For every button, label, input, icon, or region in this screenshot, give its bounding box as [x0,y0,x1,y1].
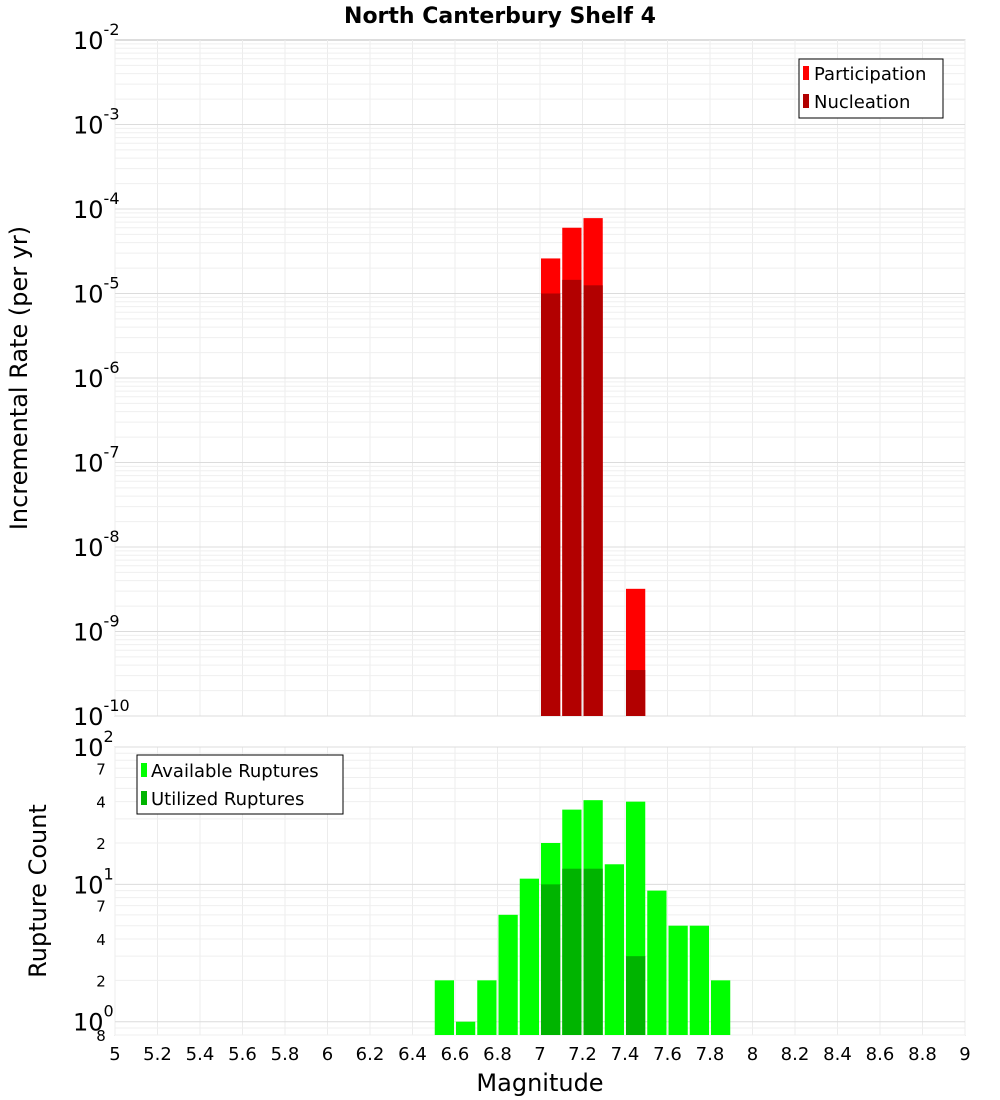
nucleation-legend-label: Nucleation [814,92,910,113]
x-tick-label: 7.6 [653,1044,682,1065]
x-tick-label: 7.8 [696,1044,725,1065]
count-series-0-bar [434,980,454,1035]
rate-y-ticks: 10-10 10-9 10-8 10-7 10-6 10-5 10-4 10-3 10-2 [73,20,130,731]
x-tick-label: 5.4 [186,1044,215,1065]
rate-legend: Participation Nucleation [798,58,944,119]
count-series-0-bar [519,878,539,1035]
x-tick-label: 8.4 [823,1044,852,1065]
x-tick-label: 6.6 [441,1044,470,1065]
x-tick-label: 5.6 [228,1044,257,1065]
rate-legend-box [798,58,944,119]
x-tick-label: 8 [747,1044,758,1065]
x-tick-label: 6.4 [398,1044,427,1065]
count-series-1-bar [626,956,646,1035]
count-y-minor-tick-label: 2 [96,972,106,990]
count-y-tick-label: 102 [73,727,114,762]
rate-y-tick-label: 10-4 [73,189,120,224]
x-axis-ticks: 5 5.2 5.4 5.6 5.8 6 6.2 6.4 6.6 6.8 7 7.2 7.4 7.6 7.8 8… [109,1044,970,1065]
count-series-0-bar [668,925,688,1035]
count-panel: 100 101 102 8 2 4 7 2 4 7 Rupture Count Available… [24,727,966,1045]
count-series-1-bar [562,868,582,1035]
rate-y-tick-label: 10-10 [73,696,130,731]
count-series-0-bar [711,980,731,1035]
rate-y-tick-label: 10-9 [73,612,120,647]
x-tick-label: 6.2 [356,1044,385,1065]
rate-y-axis-label: Incremental Rate (per yr) [5,226,33,530]
utilized-legend-swatch [141,791,147,805]
rate-y-tick-label: 10-8 [73,527,120,562]
count-y-minor-tick-label: 4 [96,931,106,949]
chart-title: North Canterbury Shelf 4 [344,4,656,29]
rate-grid [114,40,966,717]
participation-legend-label: Participation [814,64,926,85]
count-bars [434,800,731,1035]
count-y-axis-label: Rupture Count [24,804,52,978]
rate-series-1-bar [562,279,582,716]
x-tick-label: 6.8 [483,1044,512,1065]
rate-series-1-bar [583,285,603,716]
count-legend-box [136,754,344,815]
count-y-ticks: 100 101 102 8 2 4 7 2 4 7 [73,727,114,1045]
count-y-minor-tick-label: 7 [96,760,106,778]
x-tick-label: 8.6 [866,1044,895,1065]
count-series-1-bar [583,868,603,1035]
x-tick-label: 5 [109,1044,120,1065]
rate-y-tick-label: 10-7 [73,443,120,478]
x-tick-label: 5.2 [143,1044,172,1065]
participation-legend-swatch [803,66,809,80]
count-y-minor-tick-label: 8 [96,1027,106,1045]
x-tick-label: 8.2 [781,1044,810,1065]
rate-bars [541,218,646,716]
count-y-minor-tick-label: 7 [96,898,106,916]
count-series-0-bar [477,980,497,1035]
x-tick-label: 8.8 [908,1044,937,1065]
count-series-0-bar [498,914,518,1035]
rate-y-tick-label: 10-2 [73,20,120,55]
x-tick-label: 9 [959,1044,970,1065]
utilized-legend-label: Utilized Ruptures [151,789,304,810]
x-axis-label: Magnitude [476,1069,603,1097]
rate-y-tick-label: 10-5 [73,274,120,309]
count-series-0-bar [689,925,709,1035]
count-y-minor-tick-label: 4 [96,794,106,812]
count-y-minor-tick-label: 2 [96,835,106,853]
rate-series-1-bar [626,670,646,716]
rate-series-1-bar [541,293,561,716]
count-series-1-bar [541,884,561,1035]
count-legend: Available Ruptures Utilized Ruptures [136,754,344,815]
count-series-0-bar [456,1021,476,1035]
x-tick-label: 7.4 [611,1044,640,1065]
count-series-0-bar [647,890,667,1035]
rate-y-tick-label: 10-6 [73,358,120,393]
x-tick-label: 7 [534,1044,545,1065]
count-y-tick-label: 100 [73,1002,114,1037]
x-tick-label: 7.2 [568,1044,597,1065]
rate-y-tick-label: 10-3 [73,105,120,140]
rate-panel: 10-10 10-9 10-8 10-7 10-6 10-5 10-4 10-3 10-2 In… [5,20,966,731]
count-series-0-bar [604,864,624,1035]
x-tick-label: 5.8 [271,1044,300,1065]
available-legend-label: Available Ruptures [151,761,319,782]
available-legend-swatch [141,763,147,777]
nucleation-legend-swatch [803,94,809,108]
count-y-tick-label: 101 [73,864,114,899]
x-tick-label: 6 [322,1044,333,1065]
